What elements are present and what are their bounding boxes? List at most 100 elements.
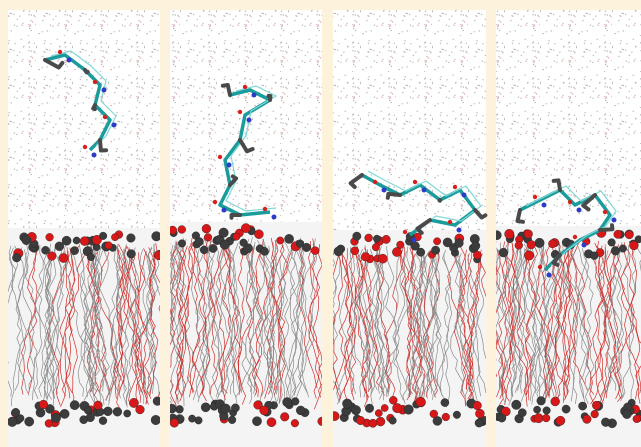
head-group-atom (176, 405, 184, 413)
nitrogen-atom (222, 208, 227, 213)
head-group-atom (260, 406, 269, 415)
nitrogen-atom (252, 93, 257, 98)
head-group-atom (534, 414, 543, 423)
head-group-atom (356, 416, 365, 425)
head-group-atom (70, 246, 78, 254)
oxygen-atom (448, 220, 452, 224)
head-group-atom (381, 404, 388, 411)
head-group-atom (498, 414, 506, 422)
head-group-atom (195, 237, 204, 246)
simulation-snapshots (0, 0, 641, 447)
head-group-atom (153, 397, 162, 406)
head-group-atom (127, 250, 136, 259)
nitrogen-atom (412, 238, 417, 243)
nitrogen-atom (462, 193, 467, 198)
head-group-atom (353, 232, 361, 240)
head-group-atom (99, 417, 107, 425)
head-group-atom (492, 231, 501, 240)
head-group-atom (47, 252, 56, 261)
head-group-atom (562, 405, 570, 413)
head-group-atom (433, 238, 440, 245)
head-group-atom (524, 230, 533, 239)
head-group-atom (527, 240, 536, 249)
nitrogen-atom (457, 228, 462, 233)
head-group-atom (499, 248, 508, 257)
head-group-atom (622, 410, 631, 419)
head-group-atom (376, 417, 385, 426)
head-group-atom (209, 244, 217, 252)
head-group-atom (475, 419, 483, 427)
head-group-atom (291, 419, 299, 427)
head-group-atom (351, 405, 360, 414)
head-group-atom (178, 240, 186, 248)
head-group-atom (543, 407, 551, 415)
head-group-atom (431, 246, 439, 254)
head-group-atom (361, 252, 370, 261)
nitrogen-atom (577, 208, 582, 213)
head-group-atom (228, 416, 236, 424)
head-group-atom (334, 247, 343, 256)
head-group-atom (524, 251, 534, 261)
head-group-atom (551, 397, 560, 406)
head-group-atom (45, 419, 53, 427)
head-group-atom (59, 253, 68, 262)
head-group-atom (260, 247, 268, 255)
head-group-atom (416, 397, 426, 407)
head-group-atom (99, 232, 107, 240)
head-group-atom (103, 407, 112, 416)
head-group-atom (512, 400, 521, 409)
head-group-atom (372, 243, 379, 250)
nitrogen-atom (382, 188, 387, 193)
head-group-atom (73, 237, 80, 244)
head-group-atom (12, 408, 20, 416)
head-group-atom (389, 417, 396, 424)
head-group-atom (611, 247, 620, 256)
head-group-atom (614, 230, 622, 238)
oxygen-atom (453, 185, 457, 189)
head-group-atom (535, 238, 544, 247)
head-group-atom (70, 400, 79, 409)
head-group-atom (629, 241, 638, 250)
head-group-atom (105, 242, 112, 249)
side-chain (85, 70, 88, 72)
head-group-atom (578, 402, 586, 410)
head-group-atom (80, 237, 89, 246)
head-group-atom (188, 415, 195, 422)
head-group-atom (152, 232, 162, 242)
head-group-atom (533, 406, 540, 413)
head-group-atom (537, 396, 546, 405)
head-group-atom (51, 413, 60, 422)
oxygen-atom (93, 80, 97, 84)
head-group-atom (591, 410, 599, 418)
head-group-atom (240, 239, 248, 247)
head-group-atom (392, 403, 401, 412)
head-group-atom (473, 251, 481, 259)
side-chain (269, 96, 271, 100)
head-group-atom (351, 247, 359, 255)
head-group-atom (113, 407, 122, 416)
nitrogen-atom (547, 273, 552, 278)
nitrogen-atom (112, 123, 117, 128)
head-group-atom (625, 231, 633, 239)
head-group-atom (608, 239, 616, 247)
oxygen-atom (103, 115, 107, 119)
head-group-atom (342, 399, 352, 409)
head-group-atom (417, 248, 425, 256)
oxygen-atom (373, 180, 377, 184)
head-group-atom (231, 404, 239, 412)
nitrogen-atom (612, 218, 617, 223)
head-group-atom (430, 410, 438, 418)
oxygen-atom (243, 85, 247, 89)
head-group-atom (375, 409, 382, 416)
head-group-atom (296, 240, 304, 248)
head-group-atom (127, 234, 136, 243)
head-group-atom (633, 415, 641, 423)
head-group-atom (7, 417, 17, 427)
head-group-atom (392, 247, 401, 256)
head-group-atom (12, 253, 21, 262)
head-group-atom (330, 411, 339, 420)
head-group-atom (41, 246, 49, 254)
snapshot-panel (137, 10, 326, 447)
head-group-atom (311, 247, 319, 255)
head-group-atom (80, 416, 88, 424)
